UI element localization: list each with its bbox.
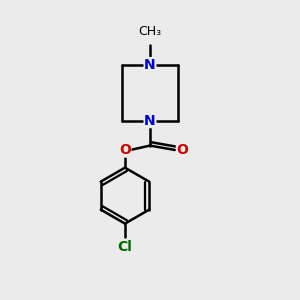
Text: O: O bbox=[176, 143, 188, 157]
Text: Cl: Cl bbox=[118, 240, 132, 254]
Text: O: O bbox=[119, 143, 131, 157]
Text: N: N bbox=[144, 114, 156, 128]
Text: N: N bbox=[144, 58, 156, 72]
Text: CH₃: CH₃ bbox=[138, 25, 162, 38]
